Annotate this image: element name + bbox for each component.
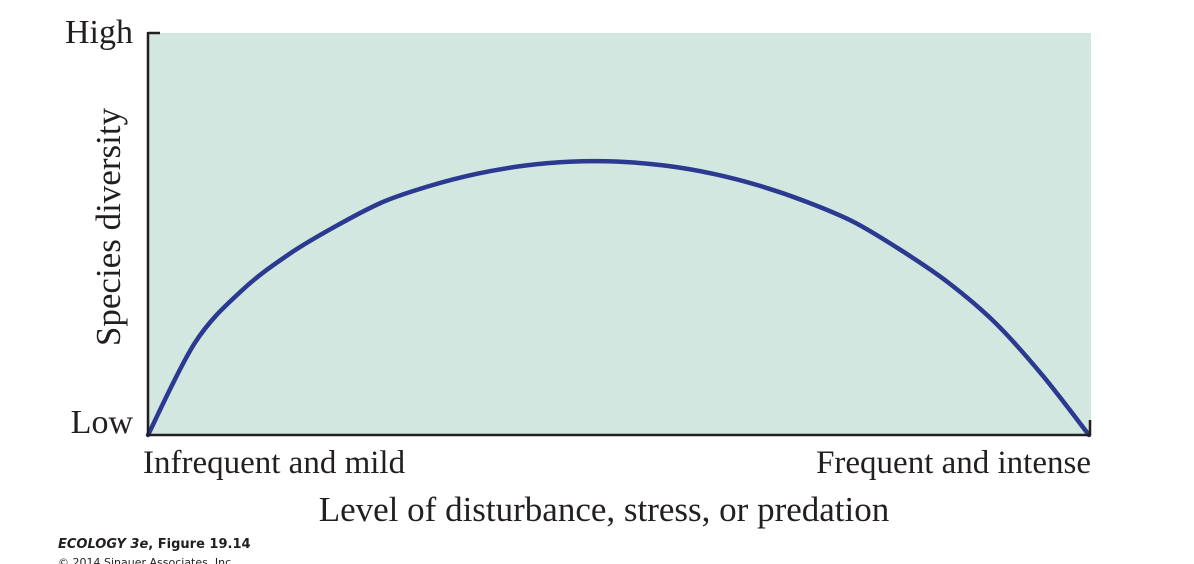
y-axis-label: Species diversity [89, 107, 128, 346]
figure-credit: ECOLOGY 3e, Figure 19.14 [58, 537, 251, 552]
plot-background [148, 33, 1091, 435]
series-line-diversity [145, 158, 1092, 438]
y-tick-label-high: High [65, 14, 133, 51]
x-tick-label-right: Frequent and intense [816, 445, 1091, 481]
figure-number: , Figure 19.14 [148, 537, 251, 552]
book-title: ECOLOGY 3e [58, 537, 149, 552]
x-axis-label: Level of disturbance, stress, or predati… [319, 490, 890, 529]
x-tick-label-left: Infrequent and mild [143, 445, 406, 481]
copyright-notice: © 2014 Sinauer Associates, Inc. [58, 556, 235, 564]
y-tick-label-low: Low [71, 404, 134, 441]
